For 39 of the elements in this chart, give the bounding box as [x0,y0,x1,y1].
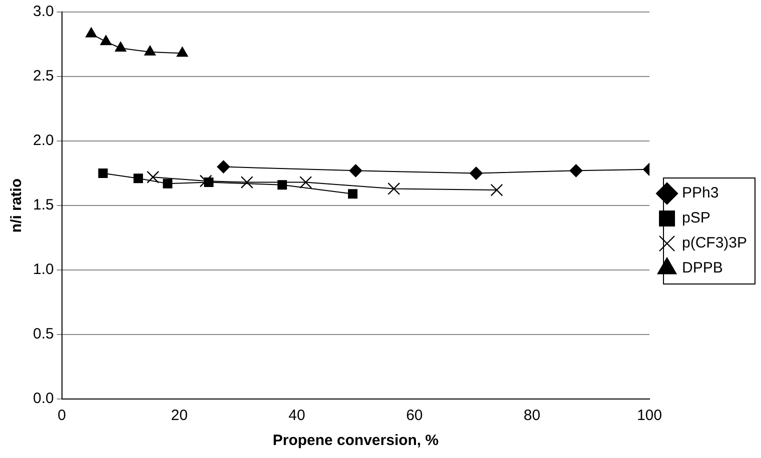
point [162,178,172,188]
y-axis-title: n/i ratio [8,178,26,233]
point [348,189,358,199]
y-tick-label: 3.0 [32,3,54,20]
y-tick-label: 1.0 [32,261,54,278]
x-tick-label: 60 [406,407,423,424]
point [144,45,156,56]
point [277,180,287,190]
y-tick-label: 2.5 [32,68,54,85]
point [299,176,312,189]
x-axis-title: Propene conversion, % [272,432,439,450]
legend-label: p(CF3)3P [682,234,748,252]
point [98,168,108,178]
legend-label: PPh3 [682,184,719,202]
x-tick-label: 0 [58,407,66,424]
x-tick-label: 100 [636,407,662,424]
y-tick-label: 0.5 [32,326,54,343]
point [86,27,97,38]
point [216,160,230,174]
point [204,178,214,188]
point [100,35,112,46]
point [570,164,583,178]
point [240,176,254,189]
point [114,42,126,52]
y-tick-label: 0.0 [32,390,54,408]
point [349,164,362,178]
point [146,170,160,184]
x-tick-label: 80 [524,407,540,424]
y-tick-label: 2.0 [32,132,54,150]
point [176,46,188,57]
point [470,166,483,180]
y-tick-label: 1.5 [32,196,54,214]
x-tick-label: 20 [171,407,188,424]
point [134,174,143,184]
point [490,184,503,196]
legend-label: pSP [682,210,710,227]
legend-label: DPPB [682,260,723,277]
x-tick-label: 40 [288,407,306,424]
point [388,182,400,195]
